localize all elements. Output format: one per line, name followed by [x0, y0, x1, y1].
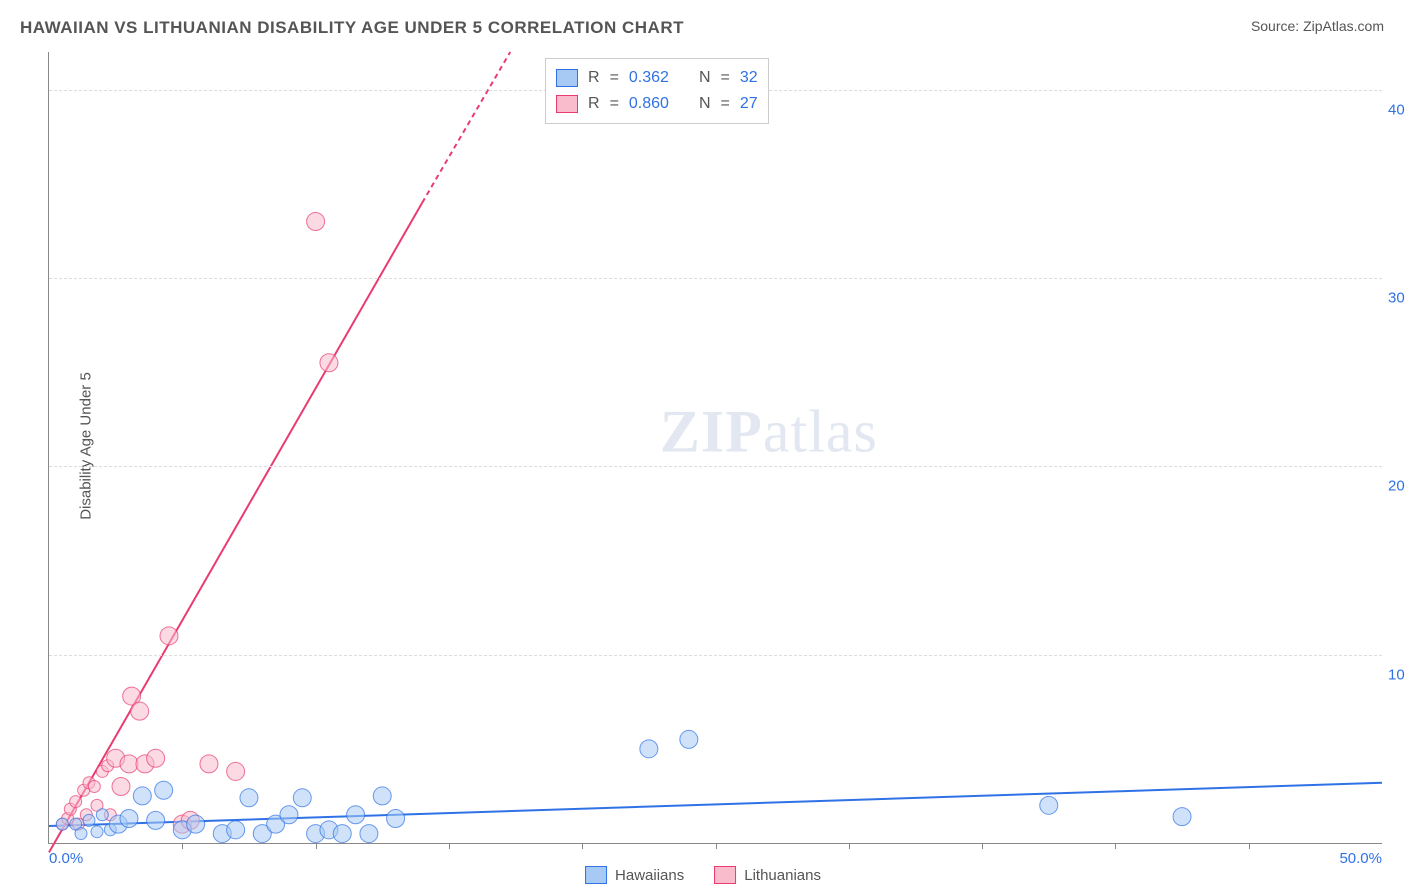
ytick-label: 30.0%: [1388, 290, 1406, 307]
r-label: R: [588, 91, 600, 117]
legend-item-hawaiians: Hawaiians: [585, 866, 684, 884]
r-value-hawaiians: 0.362: [629, 65, 669, 91]
swatch-lithuanians: [714, 866, 736, 884]
eq-sign: =: [610, 65, 619, 91]
xtick-label: 0.0%: [49, 850, 83, 867]
swatch-hawaiians: [585, 866, 607, 884]
correlation-legend: R = 0.362 N = 32 R = 0.860 N = 27: [545, 58, 769, 124]
series-legend: Hawaiians Lithuanians: [585, 866, 821, 884]
swatch-lithuanians: [556, 95, 578, 113]
r-label: R: [588, 65, 600, 91]
eq-sign: =: [721, 91, 730, 117]
ytick-label: 10.0%: [1388, 666, 1406, 683]
ytick-label: 40.0%: [1388, 101, 1406, 118]
plot-area: ZIPatlas 10.0%20.0%30.0%40.0%0.0%50.0%: [48, 52, 1382, 844]
chart-title: HAWAIIAN VS LITHUANIAN DISABILITY AGE UN…: [20, 18, 684, 38]
n-value-hawaiians: 32: [740, 65, 758, 91]
source-attribution: Source: ZipAtlas.com: [1251, 18, 1384, 34]
xtick-label: 50.0%: [1339, 850, 1382, 867]
n-value-lithuanians: 27: [740, 91, 758, 117]
n-label: N: [699, 65, 711, 91]
legend-item-lithuanians: Lithuanians: [714, 866, 821, 884]
r-value-lithuanians: 0.860: [629, 91, 669, 117]
correlation-row-hawaiians: R = 0.362 N = 32: [556, 65, 758, 91]
eq-sign: =: [610, 91, 619, 117]
n-label: N: [699, 91, 711, 117]
correlation-row-lithuanians: R = 0.860 N = 27: [556, 91, 758, 117]
legend-label-hawaiians: Hawaiians: [615, 867, 684, 884]
legend-label-lithuanians: Lithuanians: [744, 867, 821, 884]
eq-sign: =: [721, 65, 730, 91]
chart-svg: [49, 52, 1382, 843]
ytick-label: 20.0%: [1388, 478, 1406, 495]
swatch-hawaiians: [556, 69, 578, 87]
